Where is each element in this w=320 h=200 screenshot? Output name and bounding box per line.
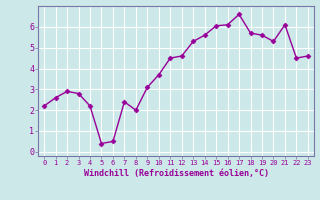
X-axis label: Windchill (Refroidissement éolien,°C): Windchill (Refroidissement éolien,°C) — [84, 169, 268, 178]
